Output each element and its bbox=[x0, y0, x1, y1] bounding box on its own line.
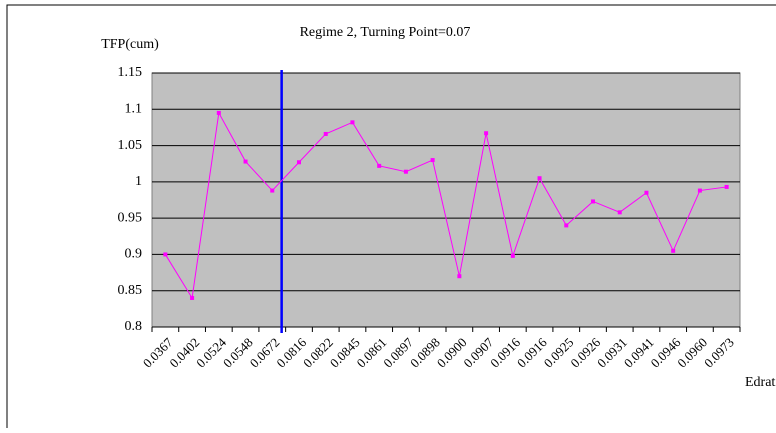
marker bbox=[697, 188, 702, 193]
marker bbox=[163, 252, 168, 257]
frame bbox=[6, 4, 776, 433]
y-axis-label: TFP(cum) bbox=[101, 37, 159, 52]
marker bbox=[323, 131, 328, 136]
x-tick-label: 0.0900 bbox=[434, 335, 470, 371]
marker bbox=[510, 253, 515, 258]
x-axis-label: Edratio bbox=[745, 375, 776, 390]
x-tick-label: 0.0931 bbox=[594, 335, 630, 371]
y-tick-label: 1.05 bbox=[118, 138, 143, 153]
marker bbox=[617, 210, 622, 215]
y-tick-label: 0.95 bbox=[118, 210, 143, 225]
marker bbox=[190, 295, 195, 300]
x-tick-label: 0.0861 bbox=[354, 335, 390, 371]
marker bbox=[377, 163, 382, 168]
y-tick-label: 0.8 bbox=[125, 319, 143, 334]
x-tick-label: 0.0925 bbox=[541, 335, 577, 371]
plot-area bbox=[151, 72, 741, 328]
marker bbox=[671, 248, 676, 253]
marker bbox=[270, 188, 275, 193]
series-line bbox=[164, 111, 727, 300]
x-tick-label: 0.0402 bbox=[166, 335, 202, 371]
marker bbox=[430, 158, 435, 163]
x-tick-label: 0.0898 bbox=[407, 335, 443, 371]
x-tick-label: 0.0973 bbox=[701, 335, 737, 371]
y-tick-label: 1 bbox=[135, 174, 142, 189]
marker bbox=[403, 169, 408, 174]
marker bbox=[297, 160, 301, 165]
marker bbox=[724, 184, 729, 189]
y-tick-label: 1.1 bbox=[125, 102, 143, 117]
x-tick-label: 0.0548 bbox=[220, 335, 256, 371]
chart-title: Regime 2, Turning Point=0.07 bbox=[300, 25, 471, 40]
x-tick-label: 0.0845 bbox=[327, 335, 363, 371]
x-tick-label: 0.0822 bbox=[300, 335, 336, 371]
marker bbox=[564, 223, 569, 228]
marker bbox=[644, 190, 649, 195]
y-tick-label: 0.85 bbox=[118, 283, 143, 298]
marker bbox=[243, 159, 248, 164]
marker bbox=[537, 176, 542, 181]
marker bbox=[591, 199, 595, 204]
x-tick-label: 0.0672 bbox=[247, 335, 283, 371]
marker bbox=[216, 110, 221, 115]
marker bbox=[484, 131, 489, 136]
y-tick-label: 0.9 bbox=[125, 247, 143, 262]
marker bbox=[457, 274, 462, 279]
marker bbox=[350, 120, 355, 125]
y-tick-label: 1.15 bbox=[118, 65, 143, 80]
x-tick-label: 0.0941 bbox=[621, 335, 657, 371]
x-tick-label: 0.0960 bbox=[674, 335, 710, 371]
